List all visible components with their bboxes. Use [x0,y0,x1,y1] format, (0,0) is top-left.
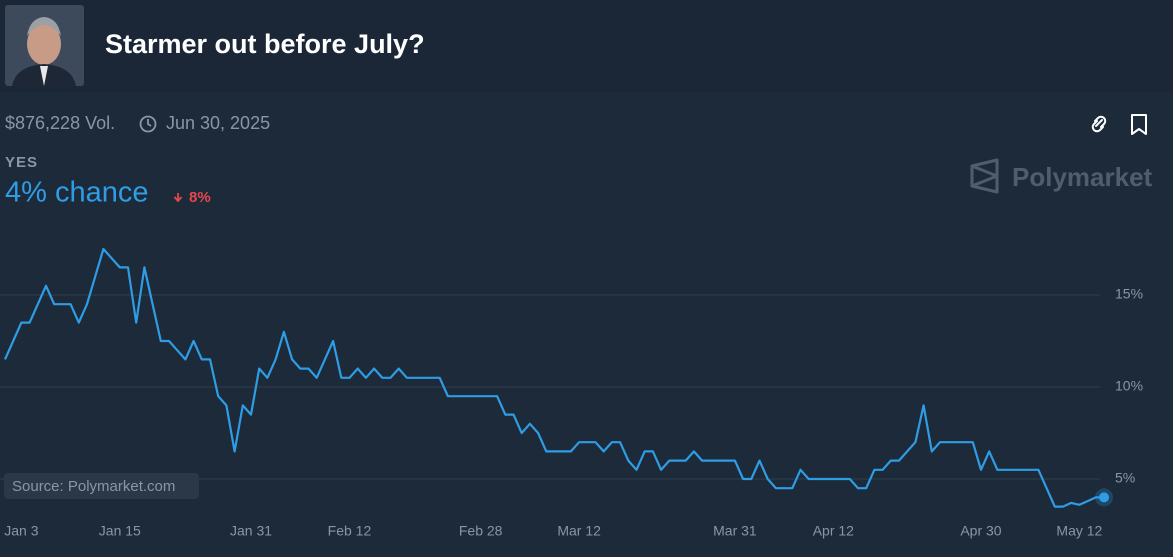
x-tick-label: Jan 15 [99,523,141,539]
bookmark-button[interactable] [1131,114,1147,135]
source-box [4,473,199,499]
outcome-label: YES [5,154,38,171]
watermark-logo [970,158,999,194]
x-tick-label: Mar 12 [557,523,601,539]
header-band [0,0,1173,92]
avatar [5,5,84,86]
source: Source: Polymarket.com [12,478,175,495]
x-tick-label: Jan 31 [230,523,272,539]
down-arrow [173,193,183,203]
y-tick-label: 10% [1115,378,1143,394]
price-line [3,247,1104,508]
watermark: Polymarket [1012,162,1153,192]
x-tick-label: Apr 12 [813,523,854,539]
end-dot [1099,492,1109,503]
x-tick-label: Jan 3 [4,523,38,539]
change: 8% [189,189,211,206]
link-button[interactable] [1091,115,1107,133]
x-tick-label: Apr 30 [960,523,1001,539]
volume: $876,228 Vol. [5,113,115,133]
plot: 5% 10% 15% Jan 3 Jan 15 Jan 31 Feb 12 Feb 28 Mar… [0,247,1143,539]
x-tick-label: Feb 28 [459,523,503,539]
x-tick-label: Mar 31 [713,523,757,539]
market-title: Starmer out before July? [105,29,425,59]
x-tick-label: May 12 [1056,523,1102,539]
y-tick-label: 15% [1115,286,1143,302]
y-tick-label: 5% [1115,470,1135,486]
end-date: Jun 30, 2025 [166,113,270,133]
chance: 4% chance [5,177,149,209]
clock-icon [139,115,157,133]
x-tick-label: Feb 12 [328,523,372,539]
